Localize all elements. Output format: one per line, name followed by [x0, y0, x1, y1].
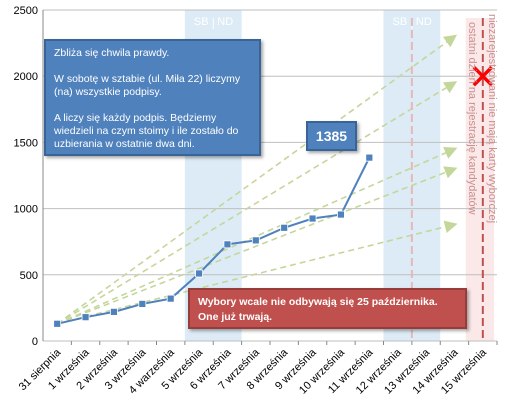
trend-line: [56, 220, 458, 325]
y-tick-label: 1000: [14, 204, 38, 216]
data-point: [81, 313, 90, 322]
y-tick-label: 0: [32, 336, 38, 348]
y-tick-label: 2500: [14, 5, 38, 17]
data-point: [53, 319, 62, 328]
weekend-label: ND: [416, 16, 432, 28]
data-point: [308, 214, 317, 223]
data-point: [337, 210, 345, 219]
data-point: [195, 269, 203, 278]
data-point: [166, 294, 175, 303]
data-point: [251, 236, 260, 245]
data-point: [365, 153, 374, 162]
registration-end-label: ostatni dzień na rejestrację kandydatów: [466, 22, 478, 215]
deadline-label: niezarejestrowani nie mają karty wyborcz…: [486, 14, 498, 223]
y-tick-label: 500: [20, 270, 38, 282]
info-callout-line-3: A liczy się każdy podpis. Będziemy wiedz…: [54, 112, 239, 150]
trend-line: [56, 34, 458, 325]
trend-line: [56, 81, 458, 325]
trend-line: [56, 166, 458, 325]
weekend-label: SB: [393, 16, 408, 28]
data-point: [223, 240, 232, 249]
trend-line: [56, 147, 458, 325]
weekend-label: ND: [217, 16, 233, 28]
deadline-x-marker: [472, 65, 494, 87]
y-tick-label: 2000: [14, 71, 38, 83]
signatures-series-line: [56, 157, 371, 325]
y-tick-label: 1500: [14, 137, 38, 149]
info-callout-line-2: W sobotę w sztabie (ul. Miła 22) liczymy…: [54, 73, 241, 98]
info-callout-line-1: Zbliża się chwila prawdy.: [54, 47, 170, 59]
data-point: [280, 223, 289, 232]
weekend-label: SB: [194, 16, 209, 28]
data-point: [138, 300, 147, 308]
latest-value-callout: 1385: [306, 121, 357, 151]
data-point: [110, 307, 118, 316]
info-callout-box: Zbliża się chwila prawdy. W sobotę w szt…: [44, 39, 261, 156]
elections-callout-box: Wybory wcale nie odbywają się 25 paździe…: [188, 288, 467, 329]
